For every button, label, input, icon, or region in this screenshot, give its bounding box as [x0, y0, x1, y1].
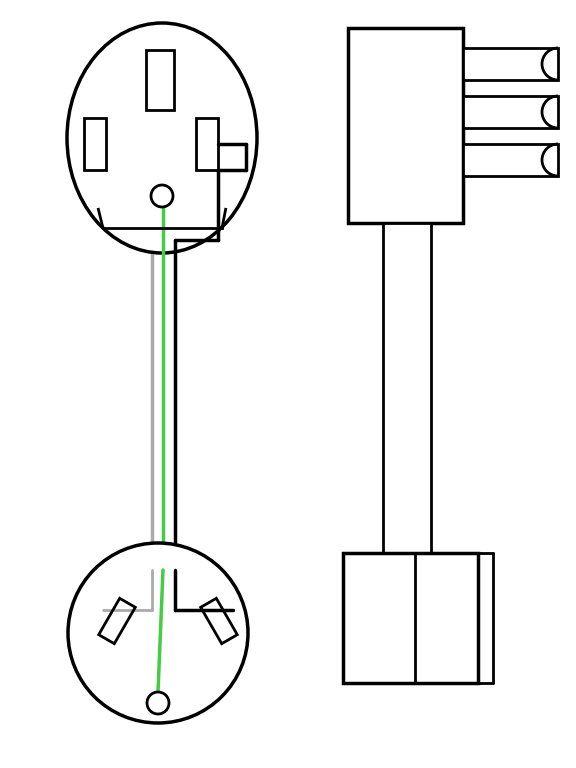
Circle shape	[147, 692, 169, 714]
Ellipse shape	[67, 23, 257, 253]
Bar	[146, 50, 174, 110]
Bar	[200, 598, 237, 644]
Bar	[463, 144, 558, 176]
Bar	[463, 48, 558, 80]
Bar	[348, 28, 463, 223]
Bar	[98, 598, 135, 644]
Bar	[343, 553, 478, 683]
Bar	[383, 223, 431, 553]
Circle shape	[68, 543, 248, 723]
Bar	[463, 96, 558, 128]
Circle shape	[151, 185, 173, 207]
Bar	[196, 118, 218, 170]
Bar	[84, 118, 106, 170]
